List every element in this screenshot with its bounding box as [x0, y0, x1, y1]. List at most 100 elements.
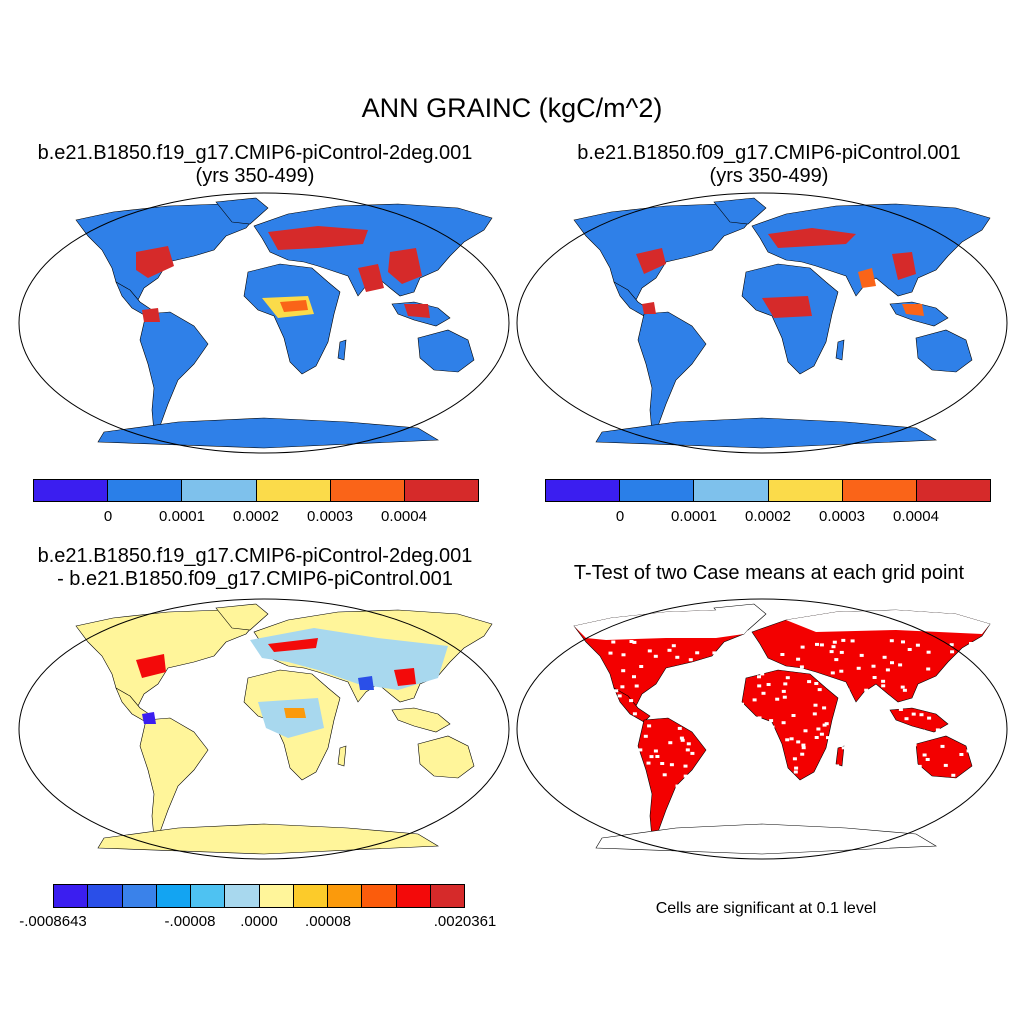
non-significant-cell [626, 748, 631, 751]
non-significant-cell [824, 722, 829, 726]
case1-colorbar-label: 0.0004 [381, 508, 427, 525]
non-significant-cell [906, 759, 911, 763]
non-significant-cell [775, 777, 780, 781]
non-significant-cell [757, 675, 761, 679]
non-significant-cell [923, 684, 928, 688]
non-significant-cell [864, 688, 869, 692]
colorbar-box [694, 480, 769, 501]
non-significant-cell [649, 755, 654, 759]
non-significant-cell [690, 751, 695, 755]
non-significant-cell [967, 688, 972, 692]
non-significant-cell [709, 752, 714, 756]
colorbar-box [328, 885, 363, 907]
non-significant-cell [940, 744, 945, 748]
non-significant-cell [817, 688, 822, 692]
non-significant-cell [800, 645, 805, 649]
non-significant-cell [885, 732, 890, 736]
non-significant-cell [881, 684, 886, 688]
panel-4-title-line1: T-Test of two Case means at each grid po… [573, 562, 965, 584]
non-significant-cell [878, 693, 882, 697]
non-significant-cell [828, 778, 833, 782]
non-significant-cell [607, 754, 612, 757]
non-significant-cell [614, 689, 619, 693]
colorbar-box [396, 885, 431, 907]
non-significant-cell [827, 757, 832, 761]
non-significant-cell [752, 698, 757, 702]
non-significant-cell [974, 782, 979, 786]
diff-colorbar-label: .0020361 [433, 913, 497, 930]
antarctica-landmass [97, 417, 440, 449]
label-sign: - [164, 913, 170, 930]
non-significant-cell [796, 740, 801, 744]
non-significant-cell [944, 666, 949, 670]
madagascar-landmass [835, 339, 845, 361]
panel-2-title-line2: (yrs 350-499) [709, 165, 829, 187]
south-america-landmass [139, 717, 209, 839]
non-significant-cell [629, 699, 634, 703]
non-significant-cell [612, 759, 617, 763]
value-region [358, 676, 374, 690]
value-region [394, 668, 416, 686]
non-significant-cell [846, 773, 851, 777]
non-significant-cell [771, 744, 776, 747]
non-significant-cell [829, 650, 834, 654]
diff-colorbar-label: .00008 [305, 913, 351, 930]
non-significant-cell [826, 736, 830, 740]
non-significant-cell [660, 762, 665, 765]
se-asia-landmass [889, 707, 949, 733]
colorbar-box [293, 885, 328, 907]
case1-map [18, 192, 510, 454]
value-region [136, 246, 174, 278]
south-america-landmass [139, 311, 209, 433]
value-region [858, 268, 876, 288]
non-significant-cell [796, 657, 801, 661]
non-significant-cell [643, 734, 648, 738]
non-significant-cell [770, 725, 775, 729]
colorbar-box [88, 885, 123, 907]
case2-colorbar-label: 0 [615, 508, 625, 525]
non-significant-cell [662, 773, 667, 777]
label-value: .00008 [169, 913, 216, 930]
value-region [892, 252, 916, 280]
hotspot-layer [136, 226, 430, 322]
colorbar-box [182, 480, 257, 501]
non-significant-cell [719, 717, 724, 721]
non-significant-cell [757, 684, 762, 688]
case2-colorbar-label: 0.0003 [819, 508, 865, 525]
non-significant-cell [839, 669, 844, 673]
non-significant-cell [757, 664, 762, 668]
non-significant-cell [629, 640, 634, 643]
non-significant-cell [789, 737, 794, 741]
non-significant-cell [926, 667, 931, 671]
eurasia-landmass [751, 203, 991, 297]
non-significant-cell [781, 689, 786, 693]
non-significant-cell [822, 765, 827, 769]
non-significant-cell [769, 719, 774, 723]
non-significant-cell [912, 743, 917, 747]
non-significant-cell [683, 764, 688, 768]
diff-colorbar [53, 884, 465, 908]
africa-landmass [243, 263, 341, 375]
non-significant-cell [719, 769, 724, 773]
non-significant-cell [882, 655, 887, 659]
case1-colorbar-label: 0.0003 [307, 508, 353, 525]
panel-1-title: b.e21.B1850.f19_g17.CMIP6-piControl-2deg… [0, 142, 510, 188]
colorbar-box [256, 480, 331, 501]
non-significant-cell [801, 743, 806, 747]
non-significant-cell [720, 663, 725, 667]
land-layer [573, 603, 991, 855]
non-significant-cell [623, 752, 628, 756]
non-significant-cell [900, 685, 905, 689]
case2-colorbar [545, 479, 991, 502]
case2-colorbar-label: 0.0004 [893, 508, 939, 525]
non-significant-cell [675, 784, 680, 788]
panel-3-title: b.e21.B1850.f19_g17.CMIP6-piControl-2deg… [0, 545, 510, 591]
non-significant-cell [920, 786, 925, 790]
non-significant-cell [681, 713, 686, 717]
non-significant-cell [716, 653, 721, 657]
non-significant-cell [620, 685, 625, 689]
non-significant-cell [884, 778, 889, 782]
non-significant-cell [712, 764, 717, 768]
non-significant-cell [816, 727, 821, 731]
non-significant-cell [961, 728, 966, 732]
